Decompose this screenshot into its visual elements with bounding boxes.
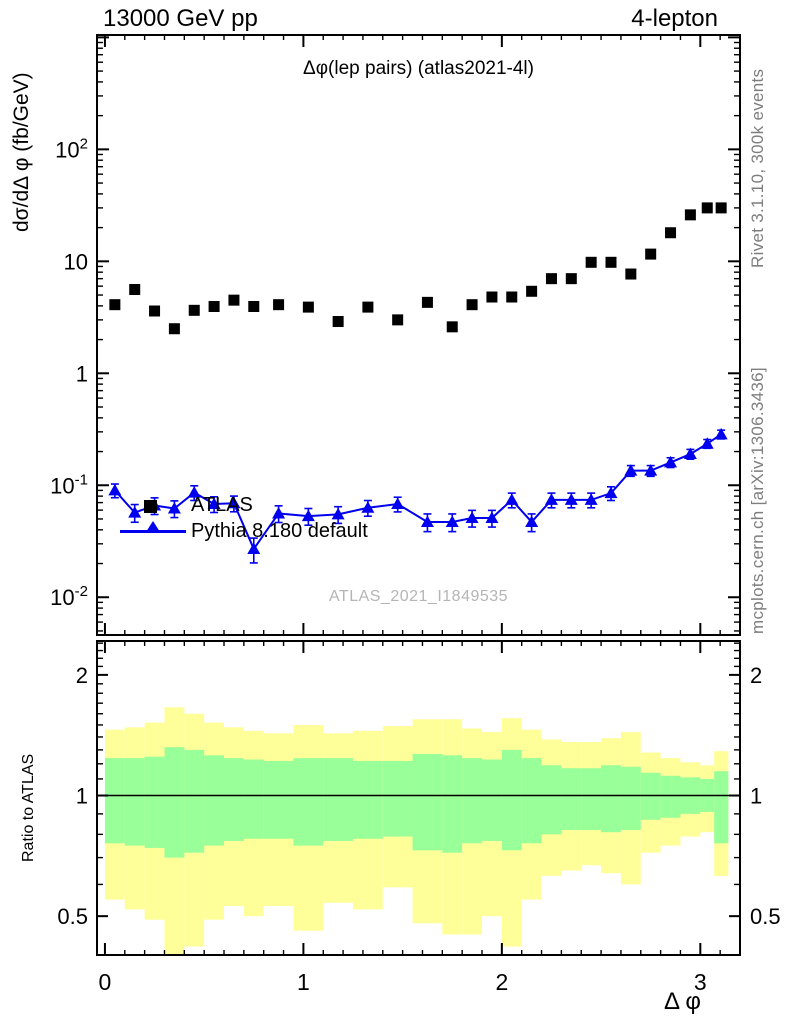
- svg-text:0.5: 0.5: [57, 904, 88, 929]
- y-axis-title: dσ/dΔ φ (fb/GeV): [10, 72, 33, 232]
- svg-text:2: 2: [495, 969, 508, 995]
- svg-text:2: 2: [750, 663, 762, 688]
- svg-text:0: 0: [99, 969, 112, 995]
- svg-text:10-1: 10-1: [50, 471, 88, 498]
- svg-text:102: 102: [55, 135, 88, 162]
- panel-frames: [96, 34, 741, 956]
- legend-item-pythia: Pythia 8.180 default: [191, 520, 368, 542]
- legend-atlas-square-marker: [144, 500, 157, 513]
- rivet-version-text: Rivet 3.1.10, 300k events: [748, 68, 767, 268]
- series-pythia-8-180-default: [108, 427, 728, 564]
- header-beam-energy: 13000 GeV pp: [103, 5, 258, 32]
- ratio-y-axis-title: Ratio to ATLAS: [20, 753, 37, 862]
- svg-text:0.5: 0.5: [750, 904, 781, 929]
- svg-text:10-2: 10-2: [50, 583, 88, 610]
- observable-title: Δφ(lep pairs) (atlas2021-4l): [303, 58, 534, 79]
- svg-text:1: 1: [750, 784, 762, 809]
- series-atlas: [109, 202, 727, 335]
- axis-ticks: [97, 35, 740, 956]
- ratio-uncertainty-bands: [104, 707, 729, 954]
- svg-text:1: 1: [297, 969, 310, 995]
- header-analysis-group: 4-lepton: [631, 5, 718, 32]
- mcplots-arxiv-text: mcplots.cern.ch [arXiv:1306.3436]: [748, 367, 767, 634]
- watermark-analysis-id: ATLAS_2021_I1849535: [328, 588, 509, 605]
- svg-text:10: 10: [64, 249, 88, 274]
- svg-text:1: 1: [76, 784, 88, 809]
- legend-item-atlas: ATLAS: [191, 494, 253, 516]
- legend-pythia-triangle-marker: [146, 521, 160, 532]
- svg-text:1: 1: [76, 361, 88, 386]
- x-axis-title: Δ φ: [664, 988, 701, 1015]
- svg-text:2: 2: [76, 663, 88, 688]
- svg-text:3: 3: [694, 969, 707, 995]
